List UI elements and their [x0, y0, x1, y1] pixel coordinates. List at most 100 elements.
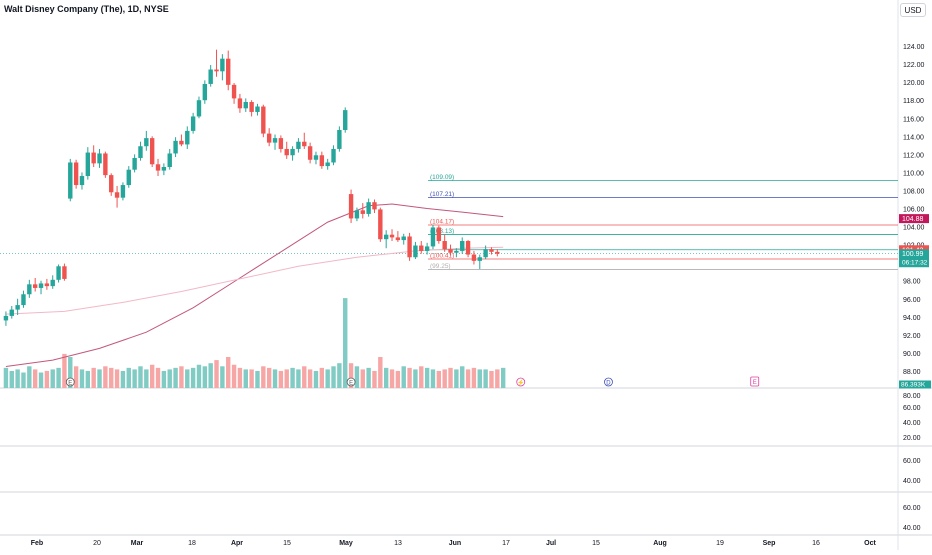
symbol-title[interactable]: Walt Disney Company (The), 1D, NYSE	[4, 4, 169, 14]
candle-body[interactable]	[366, 202, 371, 214]
candle-body[interactable]	[448, 249, 453, 253]
candle-body[interactable]	[477, 257, 482, 261]
candle-body[interactable]	[495, 251, 500, 254]
candle-body[interactable]	[27, 284, 32, 295]
reference-line-label: (109.09)	[430, 174, 454, 181]
candle-body[interactable]	[226, 58, 231, 85]
candle-body[interactable]	[190, 116, 196, 131]
candle-body[interactable]	[465, 241, 471, 255]
candle-body[interactable]	[114, 192, 120, 198]
candle-body[interactable]	[120, 185, 126, 198]
candle-body[interactable]	[231, 84, 237, 99]
candle-body[interactable]	[266, 133, 272, 143]
candle-body[interactable]	[161, 166, 167, 171]
candle-body[interactable]	[38, 283, 44, 288]
candle-body[interactable]	[337, 129, 342, 149]
event-marker[interactable]	[604, 377, 613, 387]
candle-body[interactable]	[407, 236, 412, 258]
candle-body[interactable]	[97, 153, 102, 164]
candle-body[interactable]	[413, 245, 418, 258]
earnings-marker[interactable]	[750, 376, 760, 387]
candle-body[interactable]	[483, 249, 488, 258]
candle-body[interactable]	[15, 305, 20, 310]
candle-body[interactable]	[430, 227, 436, 247]
candle-body[interactable]	[296, 141, 301, 149]
candle-body[interactable]	[173, 140, 178, 154]
candle-body[interactable]	[419, 245, 424, 251]
candle-body[interactable]	[372, 202, 377, 210]
candle-body[interactable]	[126, 169, 131, 186]
candle-body[interactable]	[56, 266, 61, 280]
volume-bar	[27, 366, 32, 388]
candle-body[interactable]	[103, 153, 108, 176]
candle-body[interactable]	[360, 210, 365, 214]
candle-body[interactable]	[302, 141, 307, 147]
candle-body[interactable]	[68, 162, 73, 199]
candle-body[interactable]	[62, 266, 67, 279]
event-marker[interactable]	[516, 377, 526, 387]
candle-body[interactable]	[196, 100, 202, 117]
candle-body[interactable]	[348, 194, 354, 219]
candle-body[interactable]	[307, 146, 313, 160]
candle-body[interactable]	[144, 138, 149, 147]
candle-body[interactable]	[91, 152, 96, 164]
candle-body[interactable]	[378, 209, 383, 240]
candle-body[interactable]	[179, 140, 184, 145]
candle-body[interactable]	[424, 246, 430, 251]
candle-body[interactable]	[401, 236, 406, 241]
candle-body[interactable]	[32, 284, 38, 288]
candle-body[interactable]	[202, 83, 208, 101]
candle-body[interactable]	[325, 162, 330, 167]
candle-body[interactable]	[471, 254, 477, 261]
candle-body[interactable]	[73, 162, 79, 186]
candle-body[interactable]	[255, 106, 260, 112]
event-marker[interactable]	[346, 377, 356, 387]
price-tick-label: 92.00	[903, 333, 921, 340]
candle-body[interactable]	[436, 227, 442, 242]
currency-button[interactable]: USD	[900, 3, 926, 17]
candle-body[interactable]	[167, 153, 172, 167]
candle-body[interactable]	[319, 155, 325, 167]
candle-body[interactable]	[243, 102, 248, 109]
candle-body[interactable]	[284, 148, 289, 156]
candle-body[interactable]	[21, 294, 26, 306]
candle-body[interactable]	[278, 138, 284, 149]
candle-body[interactable]	[132, 157, 137, 170]
candle-body[interactable]	[109, 175, 114, 193]
candle-body[interactable]	[331, 148, 336, 163]
event-marker[interactable]	[65, 377, 75, 387]
volume-bar	[436, 370, 442, 388]
candle-body[interactable]	[460, 241, 465, 251]
candle-body[interactable]	[3, 315, 9, 321]
candle-body[interactable]	[272, 138, 278, 143]
candle-body[interactable]	[237, 98, 243, 109]
candle-body[interactable]	[454, 250, 459, 253]
candle-body[interactable]	[208, 69, 213, 84]
candle-body[interactable]	[149, 138, 155, 165]
candle-body[interactable]	[249, 102, 254, 112]
candle-body[interactable]	[389, 234, 395, 238]
candle-body[interactable]	[9, 309, 14, 316]
candle-body[interactable]	[50, 279, 55, 287]
candle-body[interactable]	[343, 110, 348, 130]
candle-body[interactable]	[155, 164, 161, 171]
volume-bar	[226, 357, 231, 388]
candle-body[interactable]	[354, 210, 360, 219]
candle-body[interactable]	[489, 249, 494, 252]
candle-body[interactable]	[442, 241, 447, 250]
volume-bar	[407, 367, 412, 388]
candle-body[interactable]	[261, 106, 266, 134]
candle-body[interactable]	[79, 176, 85, 186]
candle-body[interactable]	[383, 234, 389, 240]
candle-body[interactable]	[313, 155, 319, 160]
candle-body[interactable]	[290, 148, 295, 156]
candle-body[interactable]	[85, 152, 91, 177]
candle-body[interactable]	[138, 146, 143, 158]
candle-body[interactable]	[395, 237, 401, 241]
candle-body[interactable]	[44, 283, 50, 287]
candle-body[interactable]	[220, 58, 225, 72]
candle-body[interactable]	[214, 69, 219, 72]
candle-body[interactable]	[185, 130, 190, 145]
